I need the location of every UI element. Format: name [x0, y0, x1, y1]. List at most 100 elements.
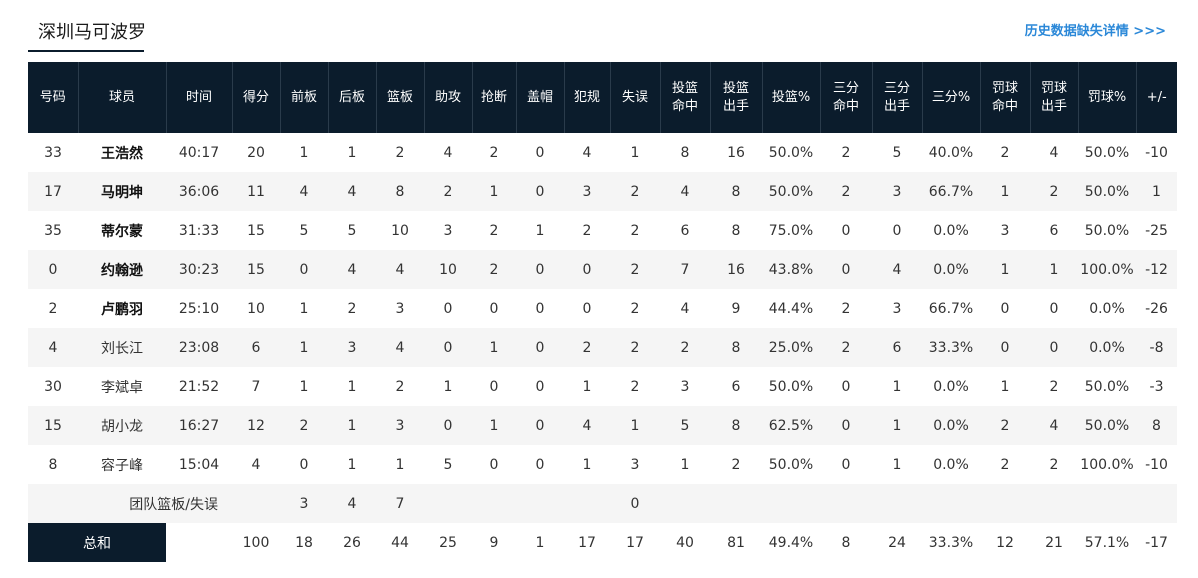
stat-cell: 0 [841, 222, 851, 239]
stat-cell: 4 [328, 250, 376, 289]
stat-cell: 2 [1030, 172, 1078, 211]
stat-cell: 4 [660, 172, 710, 211]
stat-cell: 6 [232, 328, 280, 367]
stat-cell: 0.0% [933, 378, 969, 395]
stat-cell: 8 [710, 328, 762, 367]
player-row[interactable]: 2 卢鹏羽 25:10 10 1 2 3 0 0 0 0 2 4 9 44.4% 2 3 66.7% 0 0 0.0% -… [28, 289, 1177, 328]
stat-cell: -25 [1145, 222, 1168, 239]
stat-cell: 8 [710, 406, 762, 445]
player-name[interactable]: 蒂尔蒙 [101, 223, 143, 240]
stat-cell: 66.7% [928, 300, 974, 317]
stat-cell: 25.0% [762, 328, 820, 367]
stat-cell: 2 [820, 328, 872, 367]
stat-cell: 2 [630, 378, 640, 395]
column-header: 时间 [166, 62, 233, 133]
stat-cell: 3 [443, 222, 453, 239]
player-row[interactable]: 4 刘长江 23:08 6 1 3 4 0 1 0 2 2 2 8 25.0% 2 6 33.3% 0 0 0.0% -8 [28, 328, 1177, 367]
stat-cell: 4 [1030, 406, 1078, 445]
stat-cell: 1 [1030, 250, 1078, 289]
stat-cell: 1 [347, 378, 357, 395]
player-row[interactable]: 17 马明坤 36:06 11 4 4 8 2 1 0 3 2 4 8 50.0% 2 3 66.7% 1 2 50.0… [28, 172, 1177, 211]
stat-cell: 3 [376, 406, 424, 445]
total-label: 总和 [28, 523, 166, 562]
team-reb: 7 [376, 484, 424, 523]
stat-cell: 0 [980, 328, 1030, 367]
stat-cell: 2 [820, 172, 872, 211]
player-row[interactable]: 8 容子峰 15:04 4 0 1 1 5 0 0 1 3 1 2 50.0% 0 1 0.0% 2 2 100.0% -… [28, 445, 1177, 484]
total-row: 总和 100 18 26 44 25 9 1 17 17 40 81 49.4% 8 24 33.3% 12 2… [28, 523, 1177, 562]
stat-cell: 4 [328, 172, 376, 211]
stat-cell: 1 [1000, 378, 1010, 395]
stat-cell: 62.5% [762, 406, 820, 445]
stat-cell: 2 [660, 328, 710, 367]
total-stat-cell: 40 [660, 523, 710, 562]
stat-cell: 8 [680, 144, 690, 161]
stat-cell: 25:10 [178, 300, 220, 317]
player-row[interactable]: 0 约翰逊 30:23 15 0 4 4 10 2 0 0 2 7 16 43.8% 0 4 0.0% 1 1 100.… [28, 250, 1177, 289]
stat-cell: 43.8% [762, 250, 820, 289]
stat-cell: 2 [472, 250, 516, 289]
player-row[interactable]: 15 胡小龙 16:27 12 2 1 3 0 1 0 4 1 5 8 62.5% 0 1 0.0% 2 4 50.0%… [28, 406, 1177, 445]
stat-cell: 75.0% [768, 222, 814, 239]
team-row-label: 团队篮板/失误 [28, 484, 232, 523]
stat-cell: 33.3% [922, 328, 980, 367]
history-data-link[interactable]: 历史数据缺失详情 >>> [1024, 24, 1166, 39]
stat-cell: 2 [630, 300, 640, 317]
stat-cell: 21:52 [178, 378, 220, 395]
stat-cell: 1 [1136, 172, 1177, 211]
player-name[interactable]: 王浩然 [101, 145, 143, 162]
column-header: 盖帽 [516, 62, 565, 133]
column-header: 投篮 命中 [660, 62, 711, 133]
stat-cell: 2 [1049, 456, 1059, 473]
stat-cell: 100.0% [1080, 456, 1134, 473]
stat-cell: 0 [820, 406, 872, 445]
stat-cell: -3 [1149, 378, 1164, 395]
total-stat-cell: 44 [376, 523, 424, 562]
header-row: 号码 球员 时间 得分 前板 后板 篮板 助攻 抢断 盖帽 犯规 失误 投篮 命中 投篮 出手 投篮% 三分 … [28, 62, 1177, 133]
stat-cell: 15 [28, 406, 78, 445]
stat-cell: 0 [535, 144, 545, 161]
player-name[interactable]: 约翰逊 [78, 250, 166, 289]
player-name[interactable]: 刘长江 [78, 328, 166, 367]
stat-cell: 16 [727, 144, 745, 161]
stat-cell: 50.0% [768, 378, 814, 395]
stat-cell: 17 [28, 172, 78, 211]
total-stat-cell: 26 [328, 523, 376, 562]
player-row[interactable]: 35 蒂尔蒙 31:33 15 5 5 10 3 2 1 2 2 6 8 75.0% 0 0 0.0% 3 6 50.0… [28, 211, 1177, 250]
total-stat-cell: 8 [820, 523, 872, 562]
column-header: +/- [1136, 62, 1177, 133]
stat-cell: 31:33 [178, 222, 220, 239]
stat-cell: 2 [564, 328, 610, 367]
stat-cell: 4 [251, 456, 261, 473]
stat-cell: 1 [535, 222, 545, 239]
stat-cell: 4 [28, 328, 78, 367]
stat-cell: 2 [610, 172, 660, 211]
player-row[interactable]: 30 李斌卓 21:52 7 1 1 2 1 0 0 1 2 3 6 50.0% 0 1 0.0% 1 2 50.0% -… [28, 367, 1177, 406]
stat-cell: 20 [247, 144, 265, 161]
team-tab[interactable]: 深圳马可波罗 [28, 14, 146, 52]
stat-cell: 1 [299, 300, 309, 317]
stat-cell: 0 [280, 250, 328, 289]
stat-cell: 2 [1049, 378, 1059, 395]
column-header: 号码 [28, 62, 79, 133]
stat-cell: 2 [489, 222, 499, 239]
player-name[interactable]: 马明坤 [78, 172, 166, 211]
stat-cell: 1 [872, 406, 922, 445]
stat-cell: 10 [424, 250, 472, 289]
stat-cell: 0 [892, 222, 902, 239]
player-name[interactable]: 李斌卓 [101, 379, 143, 396]
stat-cell: 3 [395, 300, 405, 317]
stat-cell: 50.0% [768, 144, 814, 161]
stat-cell: 50.0% [762, 172, 820, 211]
player-name[interactable]: 胡小龙 [78, 406, 166, 445]
stat-cell: 1 [472, 406, 516, 445]
total-stat-cell: 81 [710, 523, 762, 562]
total-stat-cell: 17 [610, 523, 660, 562]
player-name[interactable]: 容子峰 [101, 457, 143, 474]
column-header: 罚球% [1078, 62, 1137, 133]
stat-cell: 30:23 [166, 250, 232, 289]
player-row[interactable]: 33 王浩然 40:17 20 1 1 2 4 2 0 4 1 8 16 50.0% 2 5 40.0% 2 4 50.… [28, 133, 1177, 172]
stat-cell: 6 [872, 328, 922, 367]
player-name[interactable]: 卢鹏羽 [101, 301, 143, 318]
stat-cell: 0.0% [922, 250, 980, 289]
